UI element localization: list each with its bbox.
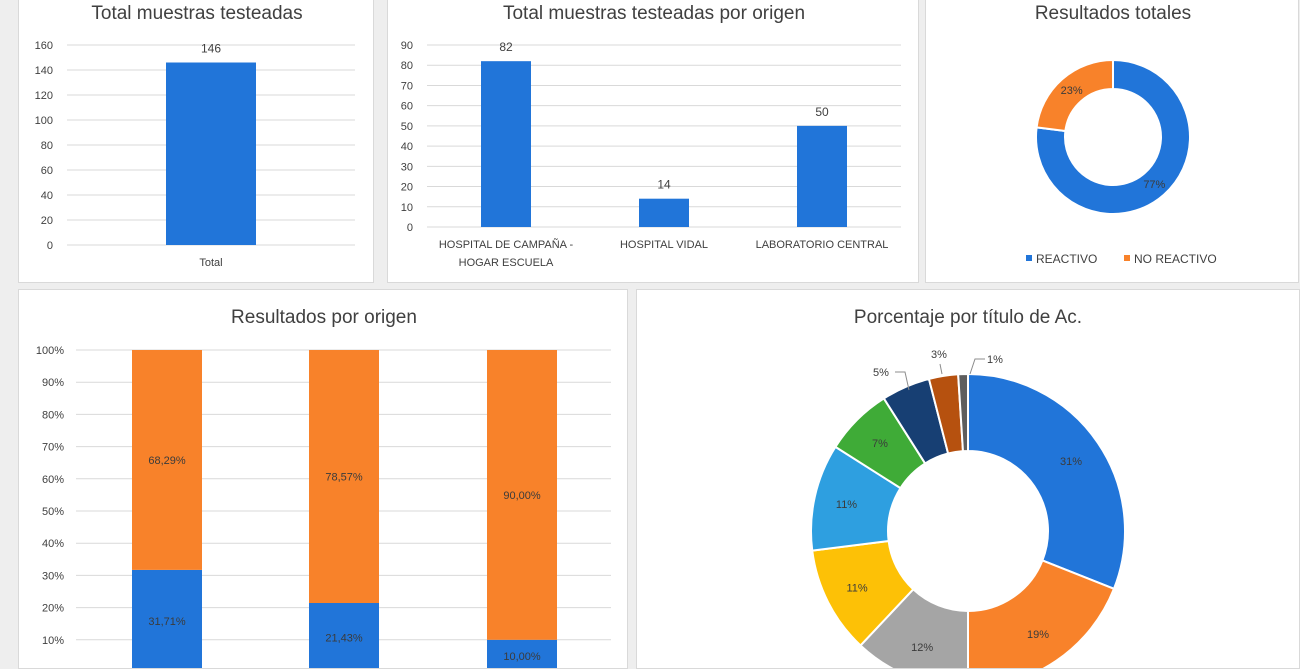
bar — [481, 61, 531, 227]
chart-total-results: Resultados totales 77% 23% REACTIVO NO REACT… — [1026, 3, 1217, 266]
bar — [166, 62, 256, 245]
donut-slice — [957, 372, 969, 453]
panel-samples-by-origin: Total muestras testeadas por origen 0 10 20… — [387, 0, 919, 283]
chart-title: Porcentaje por título de Ac. — [854, 307, 1082, 328]
panel-total-results: Resultados totales 77% 23% REACTIVO NO REACT… — [925, 0, 1299, 283]
y-tick-label: 90% — [42, 377, 64, 389]
y-tick-label: 140 — [35, 65, 53, 77]
y-tick-label: 100 — [35, 115, 53, 127]
x-tick-label: HOGAR ESCUELA — [459, 257, 554, 269]
donut-slice — [1035, 58, 1114, 133]
slice-label: 7% — [872, 438, 888, 450]
segment-label: 90,00% — [503, 490, 541, 502]
segment-label: 68,29% — [148, 455, 186, 467]
panel-percentage-by-title: Porcentaje por título de Ac. 31% 19% 12% 11%… — [636, 289, 1300, 669]
y-tick-label: 10% — [42, 635, 64, 647]
slice-label: 11% — [836, 499, 857, 511]
y-tick-label: 90 — [401, 40, 413, 52]
y-tick-label: 60 — [41, 165, 53, 177]
x-tick-label: HOSPITAL DE CAMPAÑA - — [439, 238, 574, 251]
leader-line — [895, 371, 910, 391]
y-tick-label: 40 — [401, 141, 413, 153]
chart-title: Total muestras testeadas por origen — [503, 3, 805, 24]
y-tick-label: 40% — [42, 538, 64, 550]
y-tick-label: 50 — [401, 121, 413, 133]
slice-label: 19% — [1027, 629, 1049, 641]
legend-swatch — [1026, 255, 1032, 261]
y-tick-label: 160 — [35, 40, 53, 52]
stacked-bar-segment — [487, 350, 557, 640]
legend-label: REACTIVO — [1036, 252, 1097, 266]
slice-label: 77% — [1143, 179, 1165, 191]
panel-results-by-origin: Resultados por origen0%10%20%30%40%50%60… — [18, 289, 628, 669]
chart-samples-by-origin: Total muestras testeadas por origen 0 10 20… — [401, 3, 901, 269]
legend-swatch — [1124, 255, 1130, 261]
segment-label: 31,71% — [148, 616, 186, 628]
y-tick-label: 0 — [407, 222, 413, 234]
chart-title: Total muestras testeadas — [91, 3, 302, 24]
y-tick-label: 80% — [42, 409, 64, 421]
data-label: 146 — [201, 42, 221, 56]
y-tick-label: 80 — [401, 60, 413, 72]
y-tick-label: 100% — [36, 345, 64, 357]
chart-total-samples: Total muestras testeadas 0 20 40 60 80 100 120 1… — [35, 3, 355, 269]
chart-percentage-by-title: Porcentaje por título de Ac. 31% 19% 12% 11%… — [810, 307, 1126, 668]
slice-label: 5% — [873, 367, 889, 379]
bar — [797, 125, 847, 227]
y-tick-label: 60% — [42, 474, 64, 486]
x-tick-label: LABORATORIO CENTRAL — [756, 239, 889, 251]
y-tick-label: 70 — [401, 80, 413, 92]
y-tick-label: 30% — [42, 570, 64, 582]
y-tick-label: 20 — [401, 182, 413, 194]
segment-label: 78,57% — [325, 471, 363, 483]
data-label: 50 — [815, 105, 829, 119]
y-tick-label: 80 — [41, 140, 53, 152]
x-tick-label: Total — [199, 257, 222, 269]
segment-label: 10,00% — [503, 651, 541, 663]
leader-line — [969, 358, 985, 375]
segment-label: 21,43% — [325, 632, 363, 644]
chart-title: Resultados por origen — [231, 307, 417, 328]
slice-label: 1% — [987, 354, 1003, 366]
stacked-bar-segment — [132, 569, 202, 668]
donut-slice — [967, 372, 1126, 591]
data-label: 82 — [499, 40, 513, 54]
slice-label: 31% — [1060, 456, 1082, 468]
chart-title: Resultados totales — [1035, 3, 1191, 24]
donut-slice — [967, 559, 1116, 668]
slice-label: 3% — [931, 349, 947, 361]
stacked-bar-segment — [309, 350, 379, 603]
y-tick-label: 50% — [42, 506, 64, 518]
y-tick-label: 0 — [47, 240, 53, 252]
y-tick-label: 20% — [42, 603, 64, 615]
panel-total-samples: Total muestras testeadas 0 20 40 60 80 100 120 1… — [18, 0, 374, 283]
legend-label: NO REACTIVO — [1134, 252, 1217, 266]
donut-slice — [1035, 58, 1191, 215]
y-tick-label: 10 — [401, 202, 413, 214]
stacked-bar-segment — [132, 350, 202, 570]
slice-label: 11% — [846, 583, 867, 595]
y-tick-label: 20 — [41, 215, 53, 227]
slice-label: 23% — [1061, 85, 1083, 97]
y-tick-label: 120 — [35, 90, 53, 102]
leader-line — [939, 363, 943, 375]
slice-label: 12% — [911, 642, 933, 654]
y-tick-label: 60 — [401, 101, 413, 113]
x-tick-label: HOSPITAL VIDAL — [620, 239, 708, 251]
y-tick-label: 30 — [401, 161, 413, 173]
bar — [639, 198, 689, 227]
data-label: 14 — [657, 178, 671, 192]
y-tick-label: 70% — [42, 442, 64, 454]
chart-results-by-origin: Resultados por origen0%10%20%30%40%50%60… — [36, 307, 611, 668]
y-tick-label: 40 — [41, 190, 53, 202]
